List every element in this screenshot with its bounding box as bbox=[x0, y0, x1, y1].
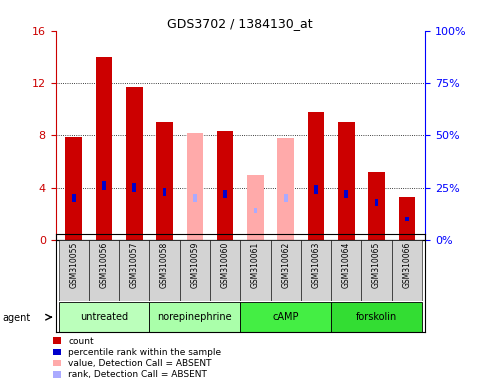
Text: cAMP: cAMP bbox=[272, 312, 299, 322]
Bar bbox=[247, 175, 264, 240]
Text: GSM310056: GSM310056 bbox=[99, 242, 109, 288]
Bar bbox=[398, 197, 415, 240]
Text: GSM310066: GSM310066 bbox=[402, 242, 412, 288]
Bar bbox=[308, 112, 325, 240]
FancyBboxPatch shape bbox=[331, 240, 361, 301]
Bar bbox=[96, 57, 113, 240]
Bar bbox=[241, 302, 331, 332]
Text: GSM310057: GSM310057 bbox=[130, 242, 139, 288]
Bar bbox=[132, 183, 136, 192]
Bar bbox=[368, 172, 385, 240]
Bar bbox=[156, 122, 173, 240]
FancyBboxPatch shape bbox=[392, 240, 422, 301]
Text: GSM310060: GSM310060 bbox=[221, 242, 229, 288]
Bar bbox=[314, 185, 318, 194]
Text: agent: agent bbox=[2, 313, 30, 323]
Bar bbox=[223, 190, 227, 198]
Bar bbox=[254, 208, 257, 214]
Text: norepinephrine: norepinephrine bbox=[157, 312, 232, 322]
Title: GDS3702 / 1384130_at: GDS3702 / 1384130_at bbox=[168, 17, 313, 30]
Text: GSM310061: GSM310061 bbox=[251, 242, 260, 288]
Text: GSM310063: GSM310063 bbox=[312, 242, 321, 288]
Text: GSM310055: GSM310055 bbox=[69, 242, 78, 288]
Text: forskolin: forskolin bbox=[356, 312, 397, 322]
FancyBboxPatch shape bbox=[149, 240, 180, 301]
FancyBboxPatch shape bbox=[89, 240, 119, 301]
Bar bbox=[149, 302, 241, 332]
Bar bbox=[344, 190, 348, 198]
Text: untreated: untreated bbox=[80, 312, 128, 322]
FancyBboxPatch shape bbox=[210, 240, 241, 301]
Bar bbox=[284, 194, 287, 202]
FancyBboxPatch shape bbox=[119, 240, 149, 301]
FancyBboxPatch shape bbox=[301, 240, 331, 301]
Bar bbox=[65, 137, 82, 240]
FancyBboxPatch shape bbox=[180, 240, 210, 301]
Bar bbox=[72, 194, 75, 202]
Text: GSM310062: GSM310062 bbox=[281, 242, 290, 288]
Text: GSM310065: GSM310065 bbox=[372, 242, 381, 288]
FancyBboxPatch shape bbox=[241, 240, 270, 301]
Bar bbox=[193, 194, 197, 202]
Bar bbox=[277, 138, 294, 240]
Text: GSM310058: GSM310058 bbox=[160, 242, 169, 288]
Bar bbox=[163, 187, 167, 196]
Bar bbox=[375, 199, 378, 206]
FancyBboxPatch shape bbox=[270, 240, 301, 301]
Bar bbox=[405, 217, 409, 221]
Bar bbox=[186, 133, 203, 240]
FancyBboxPatch shape bbox=[361, 240, 392, 301]
Bar bbox=[331, 302, 422, 332]
Bar bbox=[102, 181, 106, 190]
Bar bbox=[58, 302, 149, 332]
FancyBboxPatch shape bbox=[58, 240, 89, 301]
Bar bbox=[126, 87, 142, 240]
Legend: count, percentile rank within the sample, value, Detection Call = ABSENT, rank, : count, percentile rank within the sample… bbox=[53, 337, 221, 379]
Bar bbox=[217, 131, 233, 240]
Text: GSM310059: GSM310059 bbox=[190, 242, 199, 288]
Text: GSM310064: GSM310064 bbox=[342, 242, 351, 288]
Bar bbox=[338, 122, 355, 240]
